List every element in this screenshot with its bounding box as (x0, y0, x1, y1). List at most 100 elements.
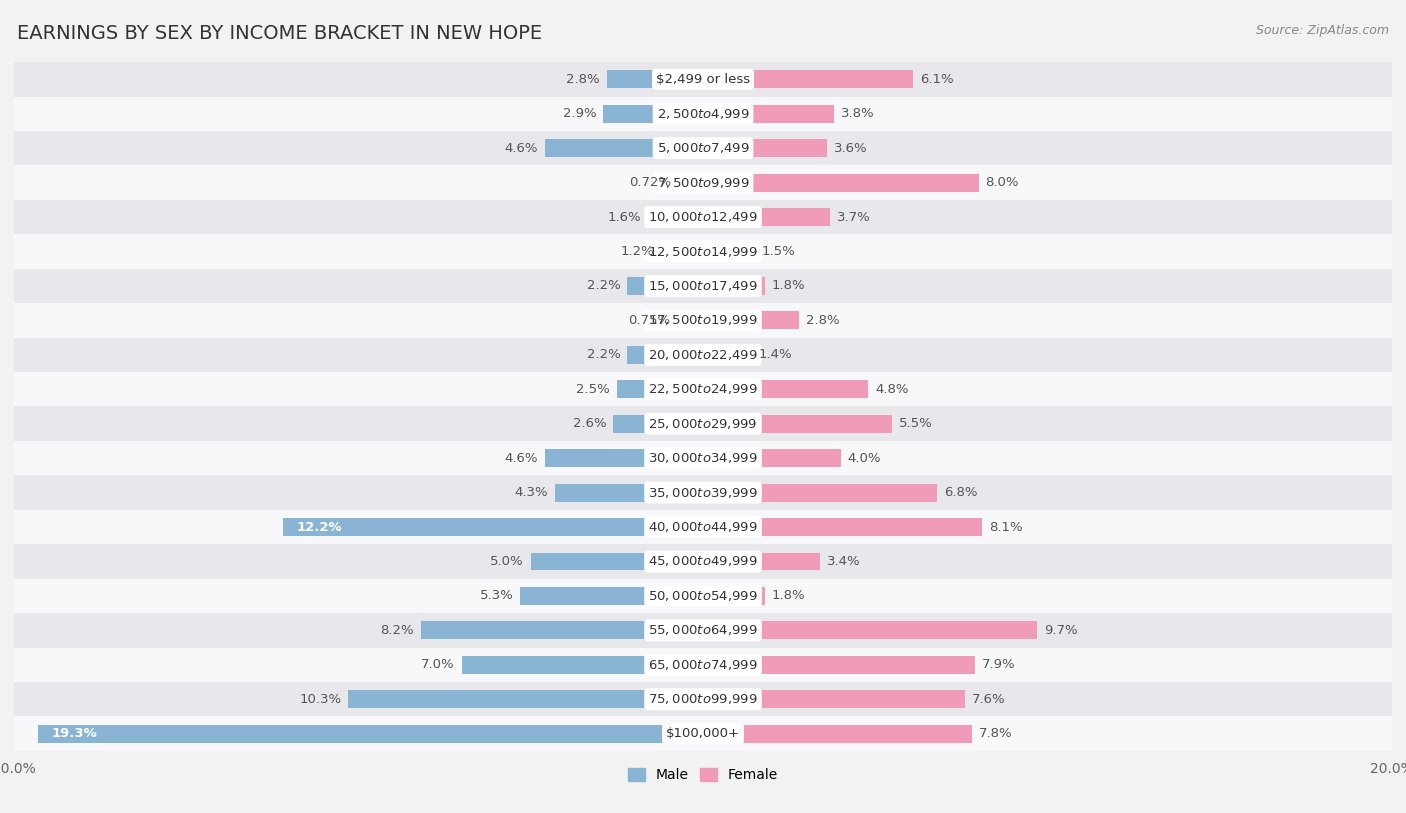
Bar (14, 682, 1392, 716)
Bar (14, 269, 1392, 303)
Text: 2.8%: 2.8% (567, 73, 599, 86)
Bar (678, 174, 703, 192)
Bar (703, 208, 831, 226)
Bar (14, 579, 1392, 613)
Bar (703, 242, 755, 260)
Bar (703, 621, 1038, 639)
Text: $75,000 to $99,999: $75,000 to $99,999 (648, 692, 758, 706)
Bar (14, 441, 1392, 476)
Text: 8.0%: 8.0% (986, 176, 1019, 189)
Text: $2,500 to $4,999: $2,500 to $4,999 (657, 107, 749, 121)
Text: $40,000 to $44,999: $40,000 to $44,999 (648, 520, 758, 534)
Text: $30,000 to $34,999: $30,000 to $34,999 (648, 451, 758, 465)
Bar (14, 234, 1392, 269)
Text: 2.9%: 2.9% (562, 107, 596, 120)
Text: 4.8%: 4.8% (875, 383, 908, 396)
Bar (703, 139, 827, 157)
Text: 8.2%: 8.2% (380, 624, 413, 637)
Bar (703, 71, 912, 89)
Bar (678, 311, 703, 329)
Text: 19.3%: 19.3% (52, 727, 97, 740)
Bar (14, 716, 1392, 751)
Text: 2.2%: 2.2% (586, 280, 620, 293)
Text: 0.75%: 0.75% (628, 314, 671, 327)
Bar (603, 105, 703, 123)
Bar (14, 97, 1392, 131)
Text: 3.7%: 3.7% (838, 211, 872, 224)
Bar (420, 621, 703, 639)
Text: EARNINGS BY SEX BY INCOME BRACKET IN NEW HOPE: EARNINGS BY SEX BY INCOME BRACKET IN NEW… (17, 24, 541, 43)
Bar (703, 553, 820, 571)
Bar (627, 346, 703, 363)
Text: 6.1%: 6.1% (920, 73, 953, 86)
Text: 7.6%: 7.6% (972, 693, 1005, 706)
Text: $50,000 to $54,999: $50,000 to $54,999 (648, 589, 758, 603)
Legend: Male, Female: Male, Female (623, 763, 783, 788)
Text: $20,000 to $22,499: $20,000 to $22,499 (648, 348, 758, 362)
Text: 4.6%: 4.6% (505, 452, 537, 465)
Bar (703, 277, 765, 295)
Bar (14, 613, 1392, 648)
Text: $17,500 to $19,999: $17,500 to $19,999 (648, 313, 758, 328)
Bar (703, 656, 976, 674)
Bar (627, 277, 703, 295)
Text: $65,000 to $74,999: $65,000 to $74,999 (648, 658, 758, 672)
Text: $22,500 to $24,999: $22,500 to $24,999 (648, 382, 758, 396)
Bar (703, 311, 800, 329)
Text: 2.6%: 2.6% (572, 417, 606, 430)
Text: $2,499 or less: $2,499 or less (657, 73, 749, 86)
Text: 5.0%: 5.0% (491, 555, 524, 568)
Bar (14, 200, 1392, 234)
Text: $35,000 to $39,999: $35,000 to $39,999 (648, 485, 758, 500)
Bar (531, 553, 703, 571)
Bar (613, 415, 703, 433)
Text: 4.0%: 4.0% (848, 452, 882, 465)
Text: $10,000 to $12,499: $10,000 to $12,499 (648, 210, 758, 224)
Bar (703, 105, 834, 123)
Bar (555, 484, 703, 502)
Text: 5.3%: 5.3% (479, 589, 513, 602)
Text: 1.5%: 1.5% (762, 245, 796, 258)
Text: 4.3%: 4.3% (515, 486, 548, 499)
Text: 8.1%: 8.1% (988, 520, 1022, 533)
Text: 2.2%: 2.2% (586, 348, 620, 361)
Bar (703, 690, 965, 708)
Bar (544, 450, 703, 467)
Bar (14, 131, 1392, 165)
Text: 1.8%: 1.8% (772, 280, 806, 293)
Bar (283, 518, 703, 536)
Bar (14, 476, 1392, 510)
Bar (14, 372, 1392, 406)
Bar (606, 71, 703, 89)
Bar (703, 518, 981, 536)
Bar (14, 303, 1392, 337)
Text: $12,500 to $14,999: $12,500 to $14,999 (648, 245, 758, 259)
Text: 9.7%: 9.7% (1045, 624, 1077, 637)
Text: 5.5%: 5.5% (900, 417, 934, 430)
Text: 12.2%: 12.2% (297, 520, 342, 533)
Text: 3.4%: 3.4% (827, 555, 860, 568)
Bar (38, 724, 703, 742)
Text: $55,000 to $64,999: $55,000 to $64,999 (648, 624, 758, 637)
Bar (617, 380, 703, 398)
Bar (14, 510, 1392, 544)
Bar (461, 656, 703, 674)
Text: Source: ZipAtlas.com: Source: ZipAtlas.com (1256, 24, 1389, 37)
Text: $25,000 to $29,999: $25,000 to $29,999 (648, 417, 758, 431)
Bar (14, 337, 1392, 372)
Bar (544, 139, 703, 157)
Text: 3.8%: 3.8% (841, 107, 875, 120)
Text: $45,000 to $49,999: $45,000 to $49,999 (648, 554, 758, 568)
Bar (662, 242, 703, 260)
Bar (703, 174, 979, 192)
Text: 7.8%: 7.8% (979, 727, 1012, 740)
Bar (703, 484, 938, 502)
Text: 1.2%: 1.2% (621, 245, 655, 258)
Text: 2.5%: 2.5% (576, 383, 610, 396)
Text: 7.0%: 7.0% (422, 659, 456, 672)
Bar (14, 62, 1392, 97)
Text: 2.8%: 2.8% (807, 314, 839, 327)
Bar (703, 587, 765, 605)
Bar (703, 346, 751, 363)
Bar (14, 544, 1392, 579)
